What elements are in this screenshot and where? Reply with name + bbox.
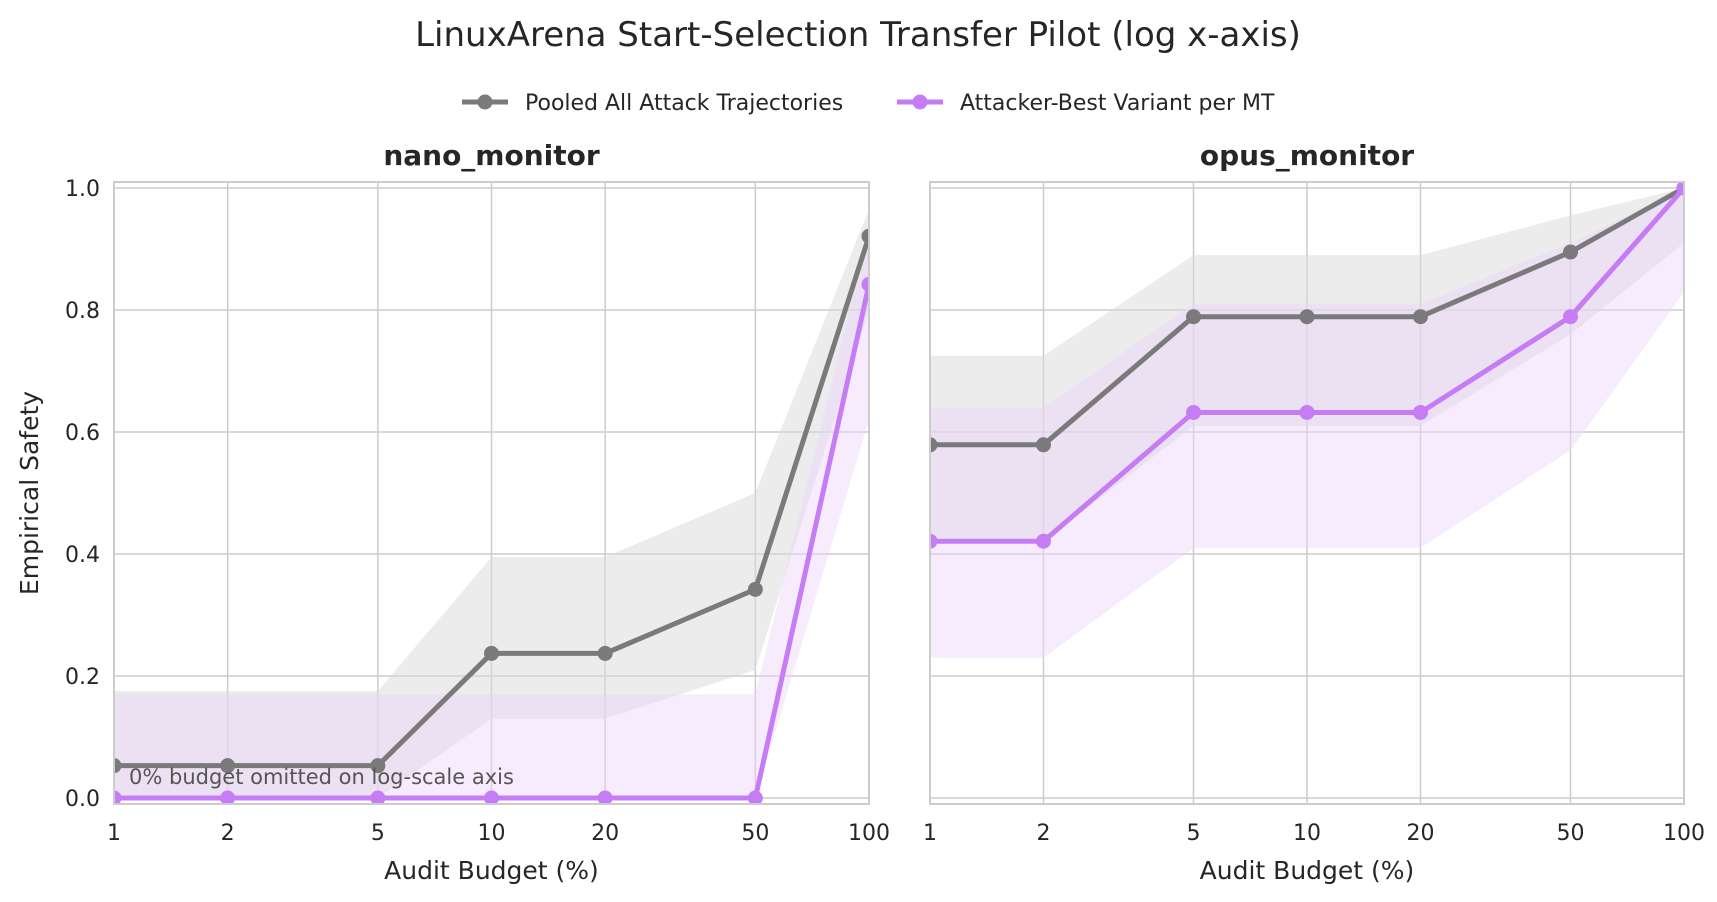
- confidence-band-attacker-best: [114, 230, 869, 798]
- panel-opus-monitor: opus_monitor 1 2 5 10 20 50 100 Audit Budget (%): [923, 139, 1705, 885]
- data-point-attacker-best: [1186, 404, 1202, 420]
- data-point-attacker-best: [1676, 182, 1684, 196]
- confidence-band-attacker-best: [930, 188, 1684, 658]
- data-point-attacker-best: [484, 790, 499, 804]
- panel-nano-monitor: nano_monitor 1 2 5 10 20 50 100 Audit Budget (%)…: [65, 139, 890, 885]
- x-tick-label: 100: [1663, 821, 1705, 846]
- x-tick-label: 20: [1406, 821, 1434, 846]
- data-point-attacker-best: [1299, 404, 1315, 420]
- plot-frame: [113, 181, 870, 805]
- y-tick-label: 1.0: [65, 177, 100, 202]
- x-tick-label: 100: [848, 821, 890, 846]
- x-tick-label: 10: [478, 821, 506, 846]
- data-point-attacker-best: [597, 790, 613, 804]
- y-tick-label: 0.6: [65, 421, 100, 446]
- x-tick-label: 1: [107, 821, 121, 846]
- data-point-pooled: [1412, 309, 1428, 325]
- x-tick-label: 20: [591, 821, 619, 846]
- x-axis-label: Audit Budget (%): [384, 856, 599, 885]
- data-point-pooled: [597, 645, 613, 661]
- legend-label-pooled: Pooled All Attack Trajectories: [525, 91, 843, 116]
- y-tick-label: 0.8: [65, 299, 100, 324]
- x-tick-label: 10: [1293, 821, 1321, 846]
- x-tick-label: 5: [1187, 821, 1201, 846]
- x-tick-label: 5: [371, 821, 385, 846]
- legend: Pooled All Attack Trajectories Attacker-…: [462, 91, 1275, 116]
- data-point-pooled: [370, 758, 386, 774]
- panel-title: nano_monitor: [383, 139, 600, 172]
- y-axis-label: Empirical Safety: [15, 391, 44, 595]
- x-tick-label: 2: [1036, 821, 1050, 846]
- legend-label-attacker-best: Attacker-Best Variant per MT: [960, 91, 1275, 116]
- data-point-attacker-best: [1035, 533, 1051, 549]
- y-tick-label: 0.4: [65, 543, 100, 568]
- omitted-budget-note: 0% budget omitted on log-scale axis: [129, 765, 514, 789]
- data-point-pooled: [1035, 437, 1051, 453]
- panel-title: opus_monitor: [1200, 139, 1414, 172]
- data-point-pooled: [220, 758, 236, 774]
- data-point-attacker-best: [220, 790, 236, 804]
- data-point-pooled: [1186, 309, 1202, 325]
- legend-marker-attacker-best: [912, 94, 928, 110]
- x-axis-label: Audit Budget (%): [1200, 856, 1415, 885]
- data-point-pooled: [930, 437, 938, 453]
- data-point-attacker-best: [747, 790, 763, 804]
- confidence-band-pooled: [114, 209, 869, 799]
- data-point-attacker-best: [1412, 404, 1428, 420]
- data-point-pooled: [747, 581, 763, 597]
- x-tick-label: 50: [1557, 821, 1585, 846]
- legend-marker-pooled: [477, 94, 493, 110]
- data-point-attacker-best: [861, 276, 869, 292]
- figure-title: LinuxArena Start-Selection Transfer Pilo…: [415, 15, 1301, 55]
- data-point-pooled: [861, 228, 869, 244]
- data-point-pooled: [1563, 244, 1579, 260]
- plot-frame: [929, 181, 1685, 805]
- series-group: [930, 182, 1684, 549]
- data-point-attacker-best: [1563, 309, 1579, 325]
- data-point-attacker-best: [370, 790, 386, 804]
- x-tick-label: 50: [741, 821, 769, 846]
- y-tick-label: 0.2: [65, 665, 100, 690]
- data-point-pooled: [114, 758, 122, 774]
- data-point-pooled: [484, 645, 499, 661]
- series-group: [114, 228, 869, 804]
- confidence-band-pooled: [930, 188, 1684, 542]
- data-point-attacker-best: [930, 533, 938, 549]
- x-tick-label: 1: [923, 821, 937, 846]
- y-tick-label: 0.0: [65, 787, 100, 812]
- x-tick-label: 2: [221, 821, 235, 846]
- data-point-attacker-best: [114, 790, 122, 804]
- data-point-pooled: [1299, 309, 1315, 325]
